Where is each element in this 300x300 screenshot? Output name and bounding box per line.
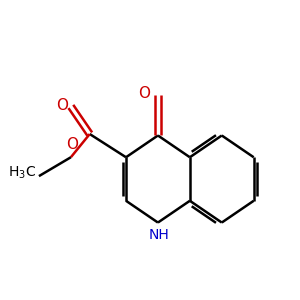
Text: O: O: [56, 98, 68, 112]
Text: NH: NH: [149, 228, 170, 242]
Text: H$_3$C: H$_3$C: [8, 165, 36, 181]
Text: O: O: [66, 137, 78, 152]
Text: O: O: [138, 86, 150, 101]
